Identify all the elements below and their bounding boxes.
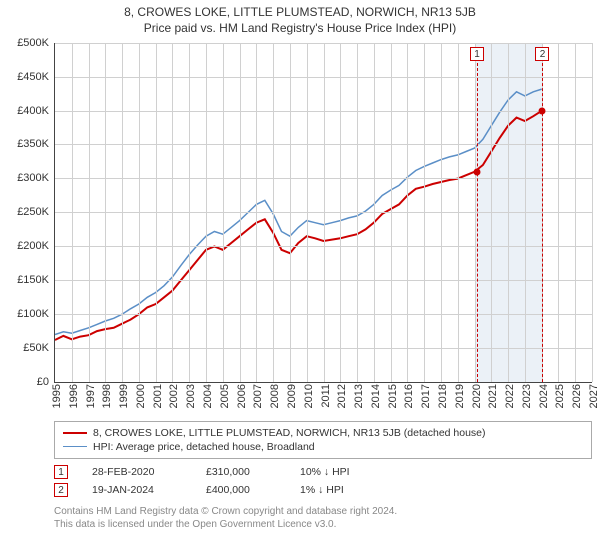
- x-axis-label: 1999: [118, 384, 130, 408]
- x-axis-label: 2024: [538, 384, 550, 408]
- note-flag: 1: [54, 465, 68, 479]
- marker-notes: 1 28-FEB-2020 £310,000 10% ↓ HPI 2 19-JAN-202…: [54, 463, 592, 499]
- x-axis-label: 2018: [437, 384, 449, 408]
- note-row: 2 19-JAN-2024 £400,000 1% ↓ HPI: [54, 481, 592, 499]
- x-axis-label: 2004: [202, 384, 214, 408]
- marker-dot-2: [539, 107, 546, 114]
- note-hpi: 1% ↓ HPI: [300, 484, 380, 496]
- x-axis-label: 2020: [471, 384, 483, 408]
- note-price: £310,000: [206, 466, 276, 478]
- note-price: £400,000: [206, 484, 276, 496]
- x-axis-label: 2025: [554, 384, 566, 408]
- y-axis-label: £500K: [17, 37, 49, 49]
- credit-line-1: Contains HM Land Registry data © Crown c…: [54, 505, 592, 518]
- x-axis-label: 2002: [168, 384, 180, 408]
- marker-flag-1: 1: [470, 47, 484, 61]
- chart-title: 8, CROWES LOKE, LITTLE PLUMSTEAD, NORWIC…: [0, 0, 600, 21]
- marker-flag-2: 2: [535, 47, 549, 61]
- chart-container: 8, CROWES LOKE, LITTLE PLUMSTEAD, NORWIC…: [0, 0, 600, 560]
- x-axis-label: 2005: [219, 384, 231, 408]
- y-axis-label: £100K: [17, 308, 49, 320]
- x-axis-label: 1997: [85, 384, 97, 408]
- x-axis-label: 2016: [403, 384, 415, 408]
- x-axis-label: 2017: [420, 384, 432, 408]
- y-axis-label: £350K: [17, 138, 49, 150]
- x-axis-label: 2000: [135, 384, 147, 408]
- credit-text: Contains HM Land Registry data © Crown c…: [54, 505, 592, 531]
- x-axis-label: 2001: [152, 384, 164, 408]
- chart-subtitle: Price paid vs. HM Land Registry's House …: [0, 21, 600, 43]
- x-axis-label: 2003: [185, 384, 197, 408]
- plot-region: £0£50K£100K£150K£200K£250K£300K£350K£400…: [54, 43, 592, 383]
- legend-box: 8, CROWES LOKE, LITTLE PLUMSTEAD, NORWIC…: [54, 421, 592, 459]
- credit-line-2: This data is licensed under the Open Gov…: [54, 518, 592, 531]
- x-axis-label: 2019: [454, 384, 466, 408]
- y-axis-label: £200K: [17, 240, 49, 252]
- x-axis-label: 1998: [101, 384, 113, 408]
- x-axis-label: 2026: [571, 384, 583, 408]
- x-axis-label: 2007: [252, 384, 264, 408]
- legend-label: 8, CROWES LOKE, LITTLE PLUMSTEAD, NORWIC…: [93, 427, 486, 439]
- y-axis-label: £0: [37, 376, 49, 388]
- note-flag: 2: [54, 483, 68, 497]
- x-axis-label: 2021: [487, 384, 499, 408]
- x-axis-label: 2009: [286, 384, 298, 408]
- x-axis-label: 2006: [236, 384, 248, 408]
- y-axis-label: £250K: [17, 206, 49, 218]
- note-date: 28-FEB-2020: [92, 466, 182, 478]
- x-axis-label: 1995: [51, 384, 63, 408]
- note-date: 19-JAN-2024: [92, 484, 182, 496]
- x-axis-label: 2027: [588, 384, 600, 408]
- legend-item: 8, CROWES LOKE, LITTLE PLUMSTEAD, NORWIC…: [63, 426, 583, 440]
- legend-swatch: [63, 432, 87, 434]
- y-axis-label: £50K: [23, 342, 49, 354]
- legend-item: HPI: Average price, detached house, Broa…: [63, 440, 583, 454]
- x-axis-label: 2010: [303, 384, 315, 408]
- marker-line-1: [477, 63, 478, 382]
- x-axis-label: 2014: [370, 384, 382, 408]
- x-axis-label: 2022: [504, 384, 516, 408]
- y-axis-label: £150K: [17, 274, 49, 286]
- note-row: 1 28-FEB-2020 £310,000 10% ↓ HPI: [54, 463, 592, 481]
- x-axis-label: 2012: [336, 384, 348, 408]
- x-axis-label: 1996: [68, 384, 80, 408]
- legend-swatch: [63, 446, 87, 447]
- y-axis-label: £450K: [17, 71, 49, 83]
- x-axis-label: 2011: [320, 384, 332, 408]
- marker-dot-1: [474, 168, 481, 175]
- y-axis-label: £300K: [17, 172, 49, 184]
- note-hpi: 10% ↓ HPI: [300, 466, 380, 478]
- x-axis-label: 2023: [521, 384, 533, 408]
- x-axis-label: 2008: [269, 384, 281, 408]
- chart-area: £0£50K£100K£150K£200K£250K£300K£350K£400…: [54, 43, 592, 413]
- x-axis-label: 2013: [353, 384, 365, 408]
- x-axis-label: 2015: [387, 384, 399, 408]
- y-axis-label: £400K: [17, 105, 49, 117]
- legend-label: HPI: Average price, detached house, Broa…: [93, 441, 315, 453]
